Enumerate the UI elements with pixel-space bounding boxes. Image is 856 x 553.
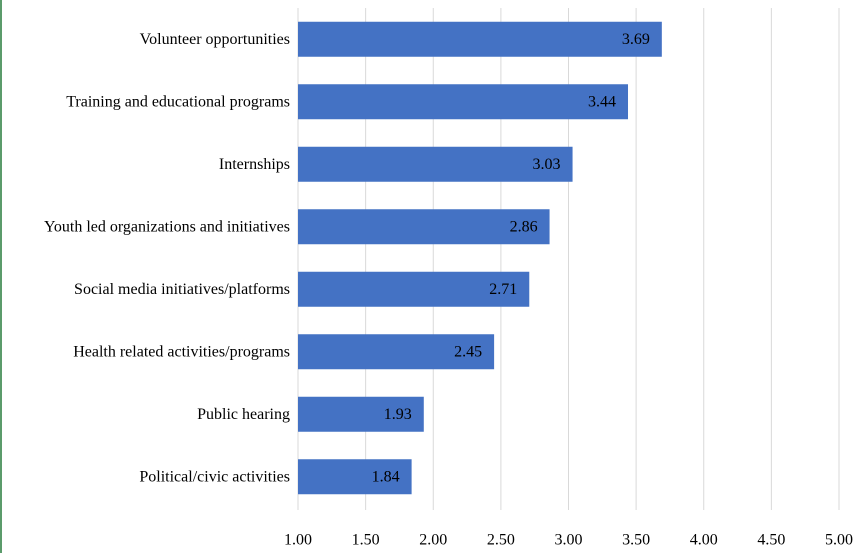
y-tick-label: Internships bbox=[219, 156, 290, 173]
x-tick-label: 2.50 bbox=[487, 532, 515, 549]
x-tick-label: 1.50 bbox=[352, 532, 380, 549]
y-tick-label: Public hearing bbox=[197, 406, 290, 423]
data-label: 2.86 bbox=[510, 218, 538, 235]
data-label: 1.84 bbox=[372, 468, 400, 485]
bar bbox=[298, 334, 495, 370]
data-label: 2.45 bbox=[454, 343, 482, 360]
x-tick-label: 4.00 bbox=[690, 532, 718, 549]
x-tick-label: 3.00 bbox=[555, 532, 583, 549]
data-label: 1.93 bbox=[384, 406, 412, 423]
data-label: 3.69 bbox=[622, 31, 650, 48]
y-tick-label: Training and educational programs bbox=[66, 93, 290, 110]
x-tick-label: 3.50 bbox=[622, 532, 650, 549]
bar bbox=[298, 84, 629, 120]
bar bbox=[298, 459, 412, 495]
y-tick-label: Health related activities/programs bbox=[73, 343, 290, 360]
y-tick-label: Volunteer opportunities bbox=[140, 31, 290, 48]
x-tick-label: 2.00 bbox=[419, 532, 447, 549]
data-label: 3.44 bbox=[588, 93, 616, 110]
x-tick-label: 5.00 bbox=[825, 532, 853, 549]
y-tick-label: Social media initiatives/platforms bbox=[74, 281, 290, 298]
bar bbox=[298, 209, 550, 245]
bar bbox=[298, 21, 662, 57]
data-label: 3.03 bbox=[533, 156, 561, 173]
x-tick-label: 1.00 bbox=[284, 532, 312, 549]
bar bbox=[298, 271, 530, 307]
y-tick-label: Youth led organizations and initiatives bbox=[44, 218, 290, 235]
bar bbox=[298, 146, 573, 182]
left-border bbox=[0, 0, 2, 553]
data-label: 2.71 bbox=[489, 281, 517, 298]
bar bbox=[298, 396, 424, 432]
x-tick-label: 4.50 bbox=[757, 532, 785, 549]
y-tick-label: Political/civic activities bbox=[139, 468, 290, 485]
